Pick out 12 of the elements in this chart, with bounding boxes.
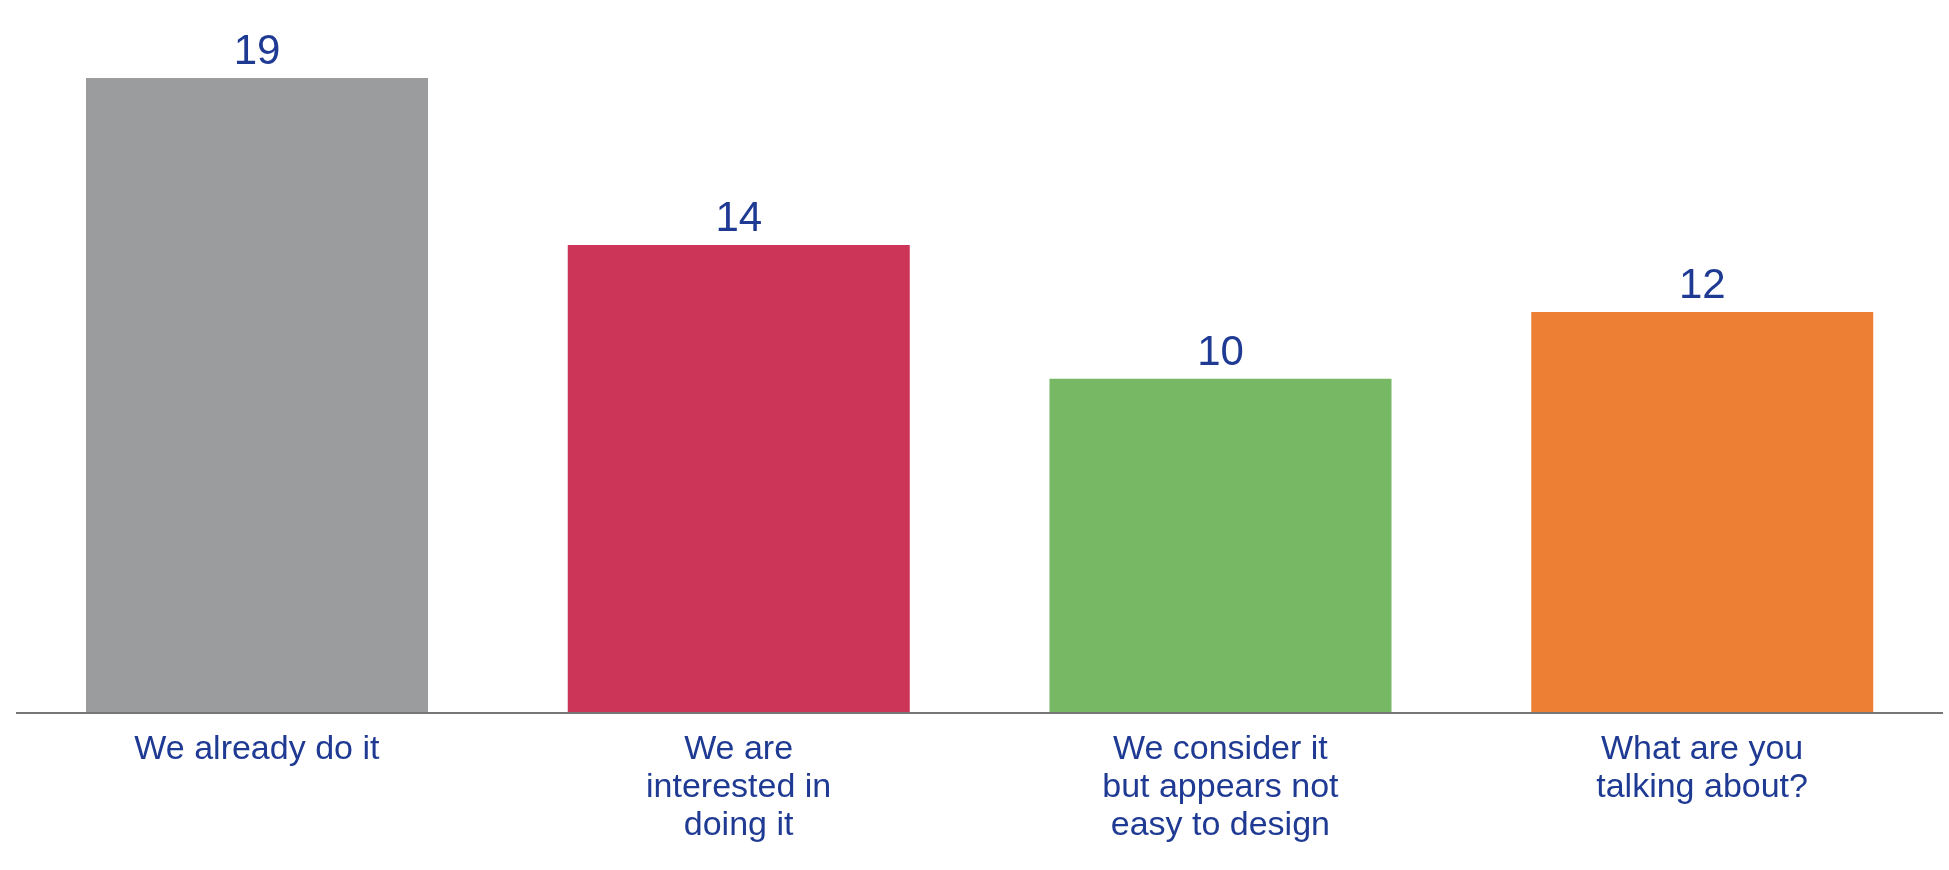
bar	[1049, 378, 1392, 713]
x-tick-label: We already do it	[134, 728, 380, 766]
x-tick-label: What are you talking about?	[1596, 728, 1808, 804]
data-label: 12	[1678, 259, 1726, 307]
bar	[86, 78, 428, 713]
data-label: 10	[1197, 326, 1244, 374]
data-label: 19	[233, 26, 281, 73]
bar	[1531, 311, 1874, 713]
x-tick-label: We consider it but appears not easy to design	[1102, 728, 1340, 842]
bar	[567, 245, 910, 713]
data-label: 14	[715, 193, 763, 241]
x-tick-label: We are interested in doing it	[646, 728, 832, 842]
